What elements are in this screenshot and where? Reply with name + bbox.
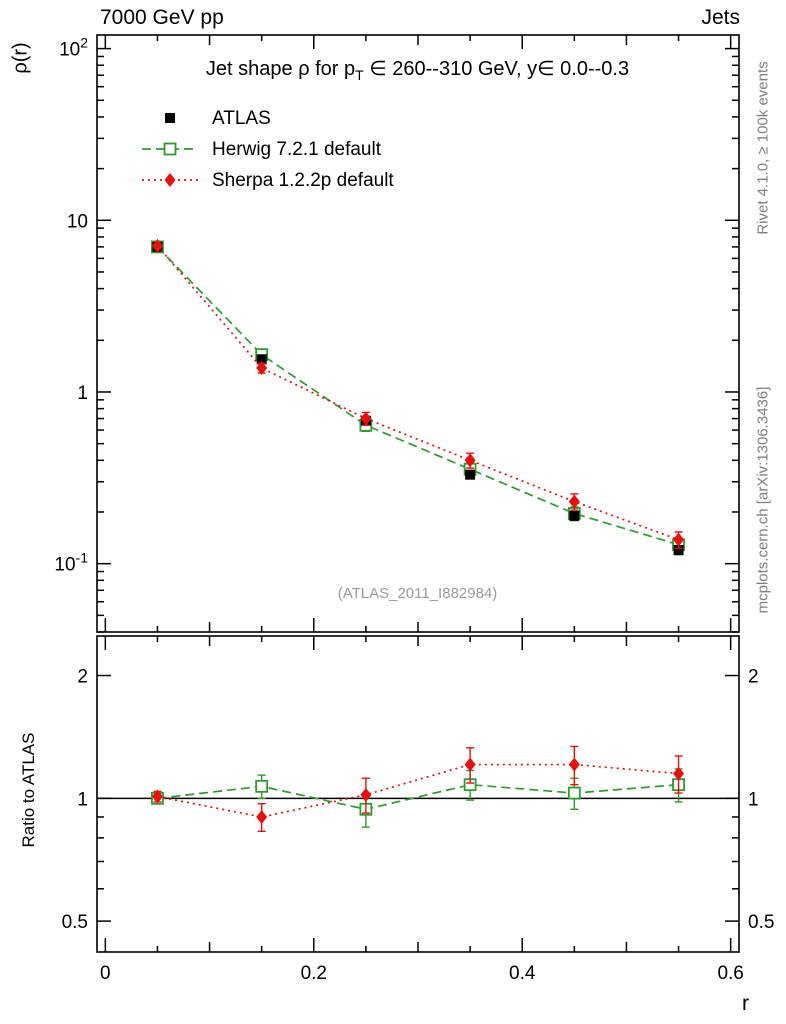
svg-text:1: 1 [77,383,88,404]
svg-text:0.4: 0.4 [509,963,536,984]
y-axis-label-ratio: Ratio to ATLAS [19,732,38,848]
beam-energy-label: 7000 GeV pp [100,6,224,29]
svg-text:10-1: 10-1 [54,550,88,576]
svg-text:2: 2 [748,667,759,688]
svg-text:Sherpa 1.2.2p default: Sherpa 1.2.2p default [212,170,394,191]
plot-title-pre: Jet shape ρ for p [205,58,356,80]
svg-text:Herwig 7.2.1 default: Herwig 7.2.1 default [212,139,382,160]
plot-title: Jet shape ρ for pT ∈ 260--310 GeV, y∈ 0.… [95,56,740,83]
svg-text:0.6: 0.6 [717,963,743,984]
svg-text:0.2: 0.2 [301,963,327,984]
svg-text:0.5: 0.5 [748,912,774,933]
rivet-version-label: Rivet 4.1.0, ≥ 100k events [754,61,772,235]
svg-text:10: 10 [67,211,88,232]
analysis-group-label: Jets [701,6,740,29]
analysis-id-watermark: (ATLAS_2011_I882984) [337,585,498,602]
svg-text:0: 0 [100,963,111,984]
svg-text:1: 1 [77,789,88,810]
y-axis-label-main: ρ(r) [9,42,32,74]
svg-text:102: 102 [59,35,88,61]
x-axis-label: r [742,992,749,1015]
svg-text:1: 1 [748,789,759,810]
svg-text:0.5: 0.5 [62,912,88,933]
svg-text:2: 2 [77,667,88,688]
svg-text:ATLAS: ATLAS [212,108,271,129]
plot-title-subscript: T [355,67,364,83]
mcplots-attribution-label: mcplots.cern.ch [arXiv:1306.3436] [754,386,772,614]
plot-title-post: ∈ 260--310 GeV, y∈ 0.0--0.3 [363,58,630,80]
